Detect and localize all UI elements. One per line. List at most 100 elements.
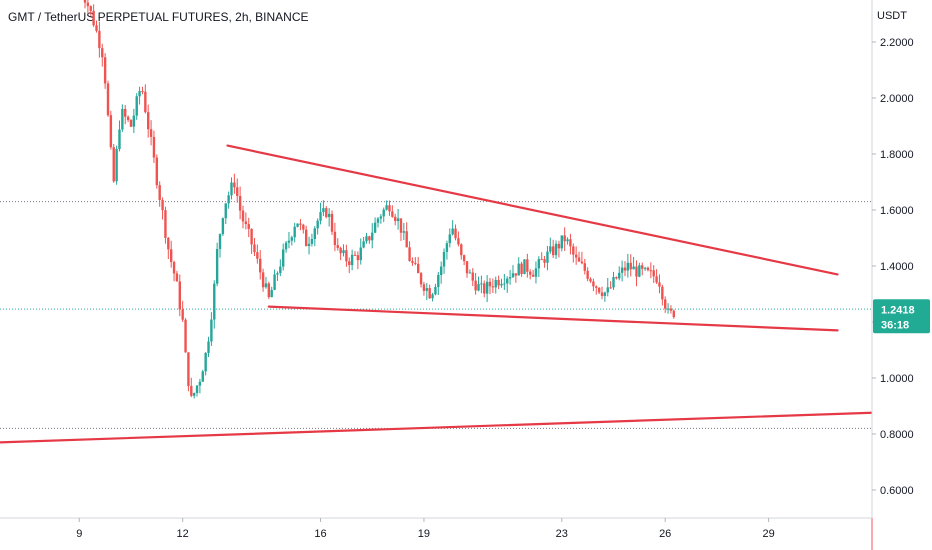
candle [416, 256, 420, 274]
candle [508, 270, 512, 285]
y-tick-label: 1.4000 [880, 261, 914, 273]
candle [164, 206, 167, 244]
candle [92, 4, 95, 27]
candle [213, 280, 216, 329]
candle [549, 237, 552, 254]
candle [382, 207, 385, 223]
y-tick-label: 2.2000 [880, 37, 914, 49]
candle [350, 249, 354, 271]
candle [267, 281, 271, 300]
y-tick-label: 0.8000 [880, 429, 914, 441]
y-tick-label: 0.6000 [880, 485, 914, 497]
candle [626, 253, 630, 278]
candle [210, 312, 213, 346]
candle [281, 243, 285, 271]
candle [155, 154, 159, 189]
candle [554, 240, 558, 259]
candle [655, 269, 658, 284]
candle [348, 257, 351, 274]
candle [313, 226, 316, 247]
candle [316, 218, 319, 235]
candle [290, 235, 294, 246]
candle [373, 217, 377, 234]
candle [353, 251, 357, 256]
candle [144, 84, 147, 114]
candle [612, 271, 615, 290]
candle [396, 208, 400, 230]
candle [669, 305, 673, 314]
candle [129, 119, 133, 128]
candle [103, 53, 107, 89]
candle [488, 278, 492, 295]
candle [319, 202, 322, 225]
candle [405, 222, 408, 248]
candle [402, 222, 406, 241]
last-price-value: 1.2418 [881, 304, 915, 316]
candle [233, 173, 236, 194]
candle [336, 238, 339, 251]
x-tick-label: 12 [177, 528, 189, 540]
price-scale-bg[interactable] [872, 0, 932, 518]
candle [362, 236, 365, 249]
candle [138, 86, 141, 105]
candle [531, 269, 535, 277]
candle [244, 212, 248, 230]
candle [184, 318, 187, 353]
candle [529, 269, 532, 280]
candle [577, 251, 581, 262]
candle [167, 237, 170, 260]
candle [115, 145, 118, 185]
candle [563, 227, 566, 251]
candle [408, 241, 411, 262]
candle [664, 296, 667, 313]
candle [299, 219, 302, 231]
candle [147, 104, 150, 138]
candle [474, 272, 477, 295]
candle [325, 206, 328, 219]
candle [342, 244, 345, 257]
candle [506, 276, 509, 293]
candle [609, 281, 612, 289]
candle [638, 262, 641, 278]
y-tick-label: 1.8000 [880, 149, 914, 161]
trendline[interactable] [267, 305, 839, 332]
candle [327, 208, 331, 227]
candle [261, 268, 265, 292]
candle [646, 266, 650, 272]
candle [152, 130, 156, 163]
candle [256, 244, 259, 264]
candle [250, 228, 253, 254]
candle [149, 120, 153, 146]
candle [385, 200, 388, 211]
candle [595, 285, 598, 295]
candle [293, 222, 296, 243]
trendline-layer[interactable] [0, 144, 874, 444]
candle [491, 278, 495, 294]
candle [431, 292, 434, 302]
candle [124, 105, 127, 125]
candle [428, 284, 431, 299]
candle [236, 178, 239, 203]
candle [391, 205, 394, 218]
candle [247, 217, 250, 238]
candle [388, 200, 391, 216]
y-tick-label: 1.6000 [880, 205, 914, 217]
candle [218, 233, 222, 258]
candle [118, 120, 121, 152]
trendline[interactable] [0, 411, 874, 444]
trendline[interactable] [226, 144, 839, 276]
candle [460, 243, 463, 260]
candle [221, 217, 225, 236]
candle [620, 260, 624, 282]
candle [485, 275, 489, 303]
candle [537, 256, 541, 278]
last-price-badge-bg [873, 299, 930, 334]
candle [310, 233, 314, 247]
candle [503, 273, 506, 290]
candle [101, 43, 104, 67]
candle [592, 278, 595, 292]
candle [419, 271, 423, 288]
candle [643, 266, 647, 271]
price-unit-label: USDT [877, 10, 907, 22]
